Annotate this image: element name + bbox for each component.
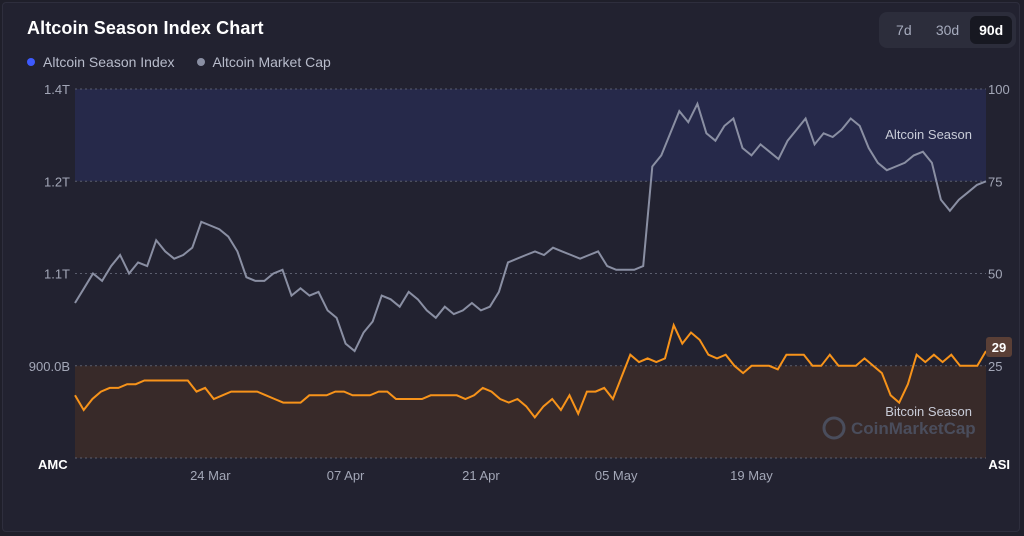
legend-label-amc: Altcoin Market Cap	[212, 54, 331, 70]
range-button-30d[interactable]: 30d	[935, 22, 960, 38]
left-axis: 1.4T 1.2T 1.1T 900.0B	[29, 82, 70, 374]
x-tick-label: 07 Apr	[327, 468, 365, 483]
watermark-text: CoinMarketCap	[851, 419, 976, 438]
x-axis: 24 Mar 07 Apr 21 Apr 05 May 19 May	[190, 468, 773, 483]
left-tick-label: 900.0B	[29, 359, 70, 374]
right-tick-label: 75	[988, 174, 1002, 189]
right-axis: 100 75 50 25	[988, 82, 1010, 374]
left-axis-label: AMC	[38, 457, 68, 472]
altcoin-season-label: Altcoin Season	[885, 127, 972, 142]
left-tick-label: 1.2T	[44, 174, 70, 189]
legend-dot-asi	[27, 58, 35, 66]
x-tick-label: 05 May	[595, 468, 638, 483]
left-tick-label: 1.1T	[44, 267, 70, 282]
legend-dot-amc	[196, 58, 205, 66]
current-value-text: 29	[992, 340, 1006, 355]
right-axis-label: ASI	[988, 457, 1010, 472]
altcoin-season-zone	[75, 89, 986, 182]
chart-title: Altcoin Season Index Chart	[27, 18, 264, 38]
watermark: CoinMarketCap	[822, 416, 976, 440]
legend-item-asi[interactable]: Altcoin Season Index	[27, 54, 175, 70]
right-tick-label: 50	[988, 267, 1002, 282]
left-tick-label: 1.4T	[44, 82, 70, 97]
gridlines	[75, 88, 986, 459]
asi-series-line	[74, 322, 987, 420]
right-tick-label: 100	[988, 82, 1010, 97]
x-tick-label: 19 May	[730, 468, 773, 483]
x-tick-label: 24 Mar	[190, 468, 231, 483]
bitcoin-season-label: Bitcoin Season	[885, 404, 972, 419]
current-value-badge-bg	[986, 337, 1012, 357]
amc-series-line	[74, 101, 987, 353]
legend-item-amc[interactable]: Altcoin Market Cap	[196, 54, 331, 70]
legend-label-asi: Altcoin Season Index	[43, 54, 175, 70]
x-tick-label: 21 Apr	[462, 468, 500, 483]
range-button-7d[interactable]: 7d	[896, 22, 912, 38]
range-button-90d[interactable]: 90d	[970, 16, 1013, 44]
current-value-badge: 29	[986, 337, 1012, 357]
coinmarketcap-logo-icon	[822, 416, 846, 440]
chart-legend: Altcoin Season Index Altcoin Market Cap	[27, 54, 331, 70]
right-tick-label: 25	[988, 359, 1002, 374]
time-range-selector: 7d 30d 90d	[879, 12, 1016, 48]
